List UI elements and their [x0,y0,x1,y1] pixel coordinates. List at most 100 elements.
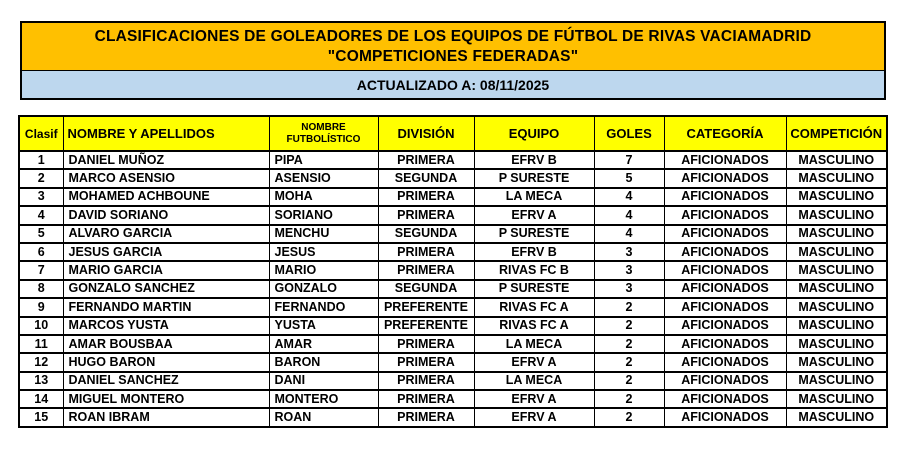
category-cell: AFICIONADOS [663,260,787,281]
category-cell: AFICIONADOS [663,149,787,171]
table-row: 14 MIGUEL MONTERO MONTERO PRIMERA EFRV A 2 AFI… [18,389,888,410]
player-name-cell: ALVARO GARCIA [62,223,270,244]
competition-cell: MASCULINO [785,241,888,263]
team-cell: RIVAS FC B [473,260,595,281]
nickname-cell: MARIO [268,260,379,281]
goals-cell: 2 [593,352,665,373]
nickname-cell: GONZALO [268,278,379,300]
category-cell: AFICIONADOS [663,352,787,373]
col-header-competition: COMPETICIÓN [785,115,888,152]
col-header-player-name: NOMBRE Y APELLIDOS [62,115,270,152]
scorers-table: Clasif NOMBRE Y APELLIDOS NOMBRE FUTBOLÍST… [18,115,888,428]
team-cell: EFRV A [473,352,595,373]
clasif-cell: 5 [18,223,64,244]
division-cell: PRIMERA [377,389,475,410]
player-name-cell: MOHAMED ACHBOUNE [62,186,270,208]
team-cell: P SURESTE [473,168,595,189]
nickname-cell: JESUS [268,241,379,263]
clasif-cell: 6 [18,241,64,263]
clasif-cell: 13 [18,370,64,392]
category-cell: AFICIONADOS [663,205,787,226]
goals-cell: 5 [593,168,665,189]
team-cell: LA MECA [473,333,595,355]
goals-cell: 3 [593,241,665,263]
page-subtitle: "COMPETICIONES FEDERADAS" [327,48,579,65]
nickname-cell: MONTERO [268,389,379,410]
team-cell: P SURESTE [473,278,595,300]
division-cell: SEGUNDA [377,223,475,244]
player-name-cell: MARCOS YUSTA [62,315,270,336]
clasif-cell: 9 [18,297,64,318]
nickname-cell: BARON [268,352,379,373]
table-row: 6 JESUS GARCIA JESUS PRIMERA EFRV B 3 AFICIONA… [18,241,888,263]
competition-cell: MASCULINO [785,168,888,189]
division-cell: PRIMERA [377,186,475,208]
goals-cell: 4 [593,205,665,226]
table-row: 9 FERNANDO MARTIN FERNANDO PREFERENTE RIVAS … [18,297,888,318]
clasif-cell: 8 [18,278,64,300]
division-cell: SEGUNDA [377,278,475,300]
division-cell: PRIMERA [377,205,475,226]
category-cell: AFICIONADOS [663,241,787,263]
competition-cell: MASCULINO [785,278,888,300]
category-cell: AFICIONADOS [663,407,787,428]
nickname-cell: MOHA [268,186,379,208]
team-cell: EFRV A [473,205,595,226]
team-cell: EFRV A [473,389,595,410]
table-row: 15 ROAN IBRAM ROAN PRIMERA EFRV A 2 AFICIONADO… [18,407,888,428]
table-row: 4 DAVID SORIANO SORIANO PRIMERA EFRV A 4 AFICI… [18,205,888,226]
table-body: 1 DANIEL MUÑOZ PIPA PRIMERA EFRV B 7 AFICIONAD… [18,149,888,428]
col-header-clasif: Clasif [18,115,64,152]
team-cell: EFRV A [473,407,595,428]
player-name-cell: HUGO BARON [62,352,270,373]
clasif-cell: 7 [18,260,64,281]
clasif-cell: 12 [18,352,64,373]
division-cell: PREFERENTE [377,297,475,318]
division-cell: SEGUNDA [377,168,475,189]
goals-cell: 7 [593,149,665,171]
nickname-cell: PIPA [268,149,379,171]
competition-cell: MASCULINO [785,297,888,318]
page-title: CLASIFICACIONES DE GOLEADORES DE LOS EQU… [94,28,812,45]
clasif-cell: 15 [18,407,64,428]
competition-cell: MASCULINO [785,352,888,373]
nickname-cell: SORIANO [268,205,379,226]
player-name-cell: FERNANDO MARTIN [62,297,270,318]
table-row: 3 MOHAMED ACHBOUNE MOHA PRIMERA LA MECA 4 AFIC… [18,186,888,208]
division-cell: PRIMERA [377,260,475,281]
player-name-cell: JESUS GARCIA [62,241,270,263]
competition-cell: MASCULINO [785,333,888,355]
title-banner: CLASIFICACIONES DE GOLEADORES DE LOS EQU… [20,21,886,100]
nickname-cell: ROAN [268,407,379,428]
team-cell: EFRV B [473,149,595,171]
team-cell: P SURESTE [473,223,595,244]
category-cell: AFICIONADOS [663,168,787,189]
player-name-cell: ROAN IBRAM [62,407,270,428]
col-header-division: DIVISIÓN [377,115,475,152]
team-cell: LA MECA [473,370,595,392]
category-cell: AFICIONADOS [663,297,787,318]
goals-cell: 2 [593,370,665,392]
player-name-cell: DANIEL SANCHEZ [62,370,270,392]
table-row: 7 MARIO GARCIA MARIO PRIMERA RIVAS FC B 3 AFIC… [18,260,888,281]
team-cell: LA MECA [473,186,595,208]
competition-cell: MASCULINO [785,389,888,410]
col-header-nickname: NOMBRE FUTBOLÍSTICO [268,115,379,152]
player-name-cell: MARIO GARCIA [62,260,270,281]
goals-cell: 4 [593,186,665,208]
table-row: 13 DANIEL SANCHEZ DANI PRIMERA LA MECA 2 AFICI… [18,370,888,392]
competition-cell: MASCULINO [785,149,888,171]
division-cell: PRIMERA [377,149,475,171]
category-cell: AFICIONADOS [663,223,787,244]
goals-cell: 3 [593,260,665,281]
clasif-cell: 11 [18,333,64,355]
nickname-cell: YUSTA [268,315,379,336]
competition-cell: MASCULINO [785,205,888,226]
category-cell: AFICIONADOS [663,333,787,355]
nickname-cell: FERNANDO [268,297,379,318]
competition-cell: MASCULINO [785,223,888,244]
nickname-cell: ASENSIO [268,168,379,189]
title-band: CLASIFICACIONES DE GOLEADORES DE LOS EQU… [22,23,884,70]
category-cell: AFICIONADOS [663,278,787,300]
